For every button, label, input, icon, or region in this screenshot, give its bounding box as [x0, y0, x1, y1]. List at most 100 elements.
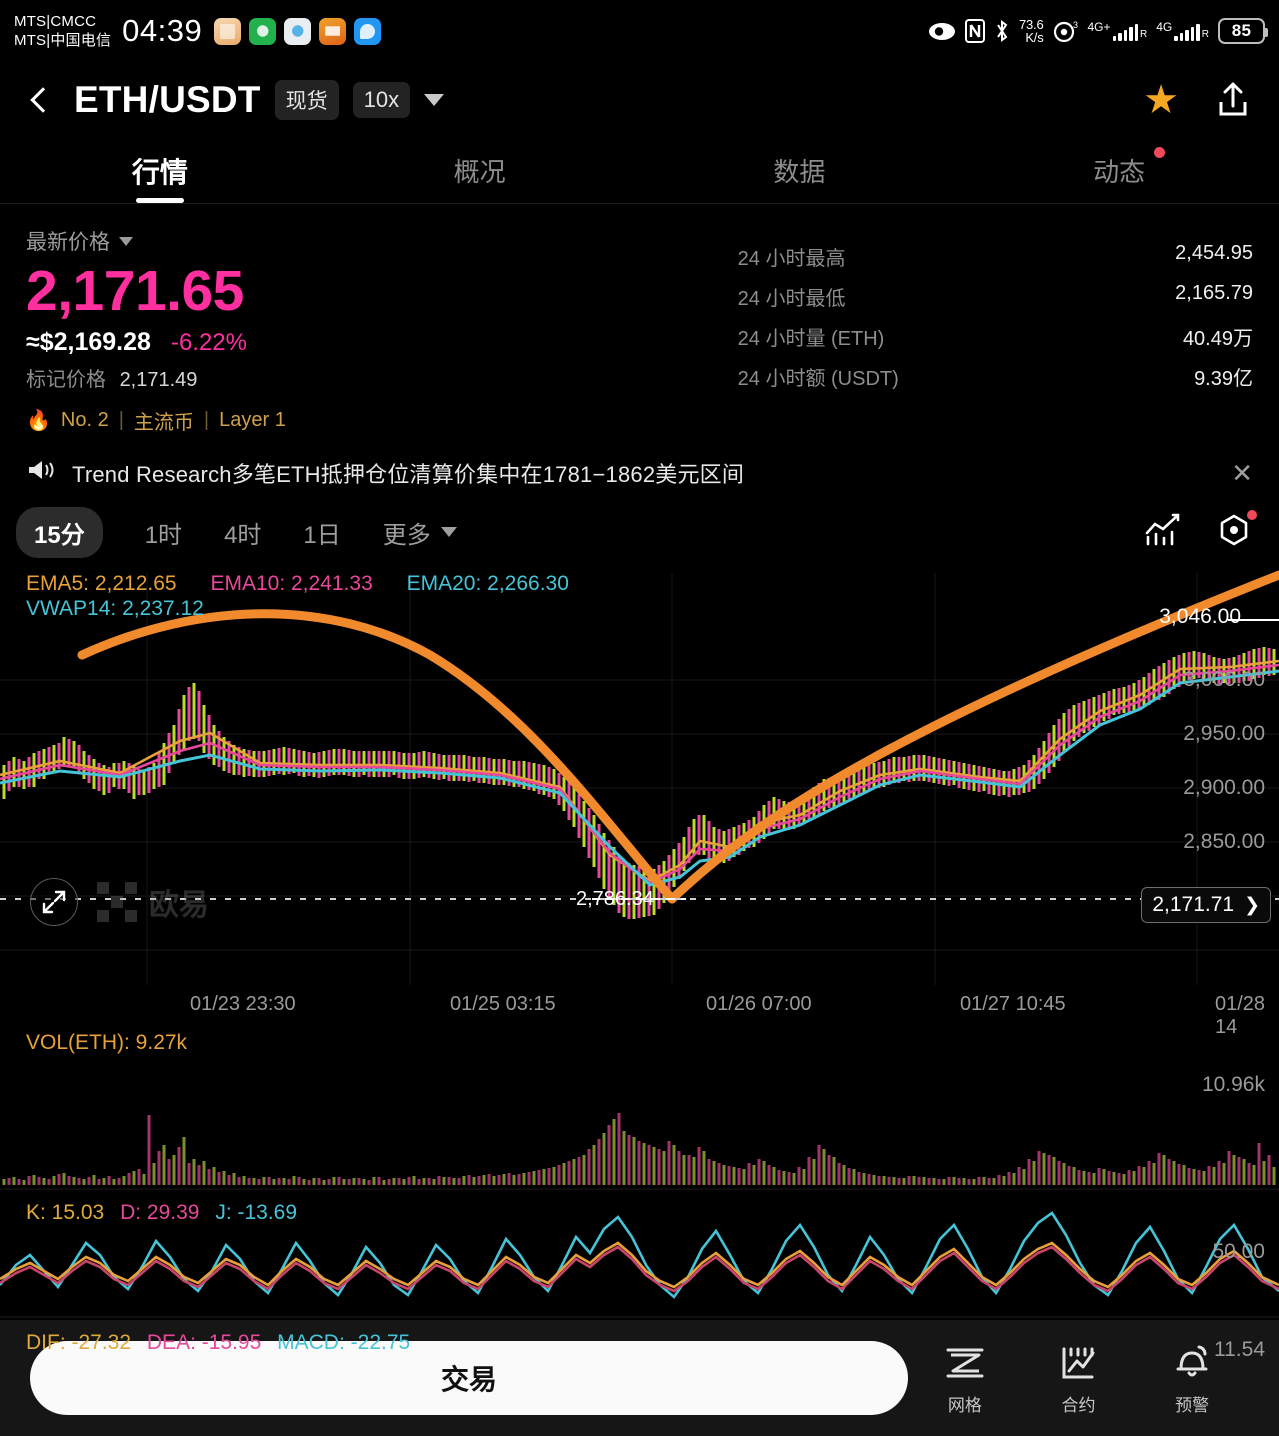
- tab-quotes[interactable]: 行情: [0, 138, 320, 203]
- tab-feed[interactable]: 动态: [959, 138, 1279, 203]
- close-icon[interactable]: ✕: [1231, 457, 1253, 488]
- x-tick-5: 01/28 14: [1215, 993, 1266, 1038]
- grid-bot-label: 网格: [947, 1395, 982, 1415]
- network-speed: 73.6 K/s: [1019, 18, 1044, 44]
- chart-canvas[interactable]: [0, 565, 1279, 1436]
- tag-separator-1: |: [118, 409, 124, 431]
- sim1-network-label: 4G+: [1087, 20, 1111, 34]
- sim1-roaming-label: R: [1140, 29, 1148, 40]
- coin-category-2[interactable]: Layer 1: [219, 409, 286, 431]
- share-icon[interactable]: [1213, 80, 1253, 120]
- tab-overview[interactable]: 概况: [320, 138, 640, 203]
- coin-category-1[interactable]: 主流币: [133, 412, 194, 434]
- kdj-panel-title: K: 15.03 D: 29.39 J: -13.69: [26, 1201, 307, 1225]
- kdj-k-value: K: 15.03: [26, 1201, 105, 1224]
- current-price-badge[interactable]: 2,171.71 ❯: [1141, 887, 1271, 923]
- current-price-value: 2,171.71: [1152, 893, 1235, 916]
- stat-value: 2,165.79: [1175, 282, 1253, 304]
- tab-data[interactable]: 数据: [640, 138, 960, 203]
- interval-1h[interactable]: 1时: [144, 521, 183, 549]
- expand-chart-icon[interactable]: [30, 878, 78, 926]
- volume-panel-title: VOL(ETH): 9.27k: [26, 1031, 188, 1054]
- y-tick-2900: 2,900.00: [1183, 776, 1265, 799]
- macd-dea-value: DEA: -15.95: [146, 1331, 262, 1354]
- chevron-right-icon: ❯: [1244, 894, 1260, 916]
- main-tabs: 行情 概况 数据 动态: [0, 138, 1279, 204]
- macd-max-label: 11.54: [1214, 1338, 1265, 1361]
- kdj-series: [0, 1211, 1279, 1299]
- tab-feed-label: 动态: [1093, 157, 1146, 187]
- notice-banner[interactable]: Trend Research多笔ETH抵押仓位清算价集中在1781−1862美元…: [0, 445, 1279, 501]
- sim2-signal: 4G R: [1156, 21, 1209, 41]
- coin-rank-label[interactable]: No. 2: [60, 409, 109, 431]
- bottom-tools: 网格 合约 预警: [908, 1341, 1249, 1416]
- notice-text: Trend Research多笔ETH抵押仓位清算价集中在1781−1862美元…: [72, 462, 745, 487]
- volume-series: [2, 1113, 1276, 1185]
- sim1-signal: 4G+ R: [1087, 20, 1148, 41]
- grid-bot-button[interactable]: 网格: [942, 1341, 988, 1416]
- fire-icon: 🔥: [26, 410, 51, 432]
- stat-key: 24 小时额 (USDT): [737, 368, 899, 390]
- interval-4h[interactable]: 4时: [224, 521, 262, 549]
- chart-area[interactable]: EMA5: 2,212.65 EMA10: 2,241.33 EMA20: 2,…: [0, 565, 1279, 1436]
- page-title: ETH/USDT: [74, 79, 261, 120]
- interval-1d[interactable]: 1日: [303, 521, 341, 549]
- mail-icon: [319, 17, 347, 45]
- last-price-selector[interactable]: 最新价格: [26, 226, 738, 256]
- usd-price: ≈$2,169.28: [26, 328, 151, 356]
- mark-price-value: 2,171.49: [119, 369, 198, 391]
- tab-overview-label: 概况: [453, 157, 506, 187]
- chart-settings-icon[interactable]: [1215, 509, 1257, 552]
- low-price-label: 2,786.34: [576, 888, 654, 910]
- sim2-network-label: 4G: [1156, 20, 1173, 34]
- alert-bell-icon: [1176, 1345, 1208, 1376]
- star-icon[interactable]: ★: [1143, 78, 1179, 122]
- carrier-label: MTS|CMCC MTS|中国电信: [14, 12, 111, 50]
- stat-value: 2,454.95: [1175, 242, 1253, 264]
- interval-bar: 15分 1时 4时 1日 更多: [0, 501, 1279, 565]
- bottom-bar: 交易 网格 合约 预警: [0, 1320, 1279, 1436]
- mark-price-row: 标记价格 2,171.49: [26, 363, 738, 392]
- notes-icon: [214, 17, 242, 45]
- chevron-down-icon[interactable]: [424, 94, 445, 106]
- price-panel: 最新价格 2,171.65 ≈$2,169.28 -6.22% 标记价格 2,1…: [0, 204, 1279, 435]
- macd-panel-title: DIF: -27.32 DEA: -15.95 MACD: -22.75: [26, 1331, 420, 1355]
- tab-quotes-label: 行情: [131, 156, 188, 188]
- ma-lines: [0, 659, 1279, 887]
- price-sub-row: ≈$2,169.28 -6.22%: [26, 328, 738, 357]
- leverage-tag[interactable]: 10x: [352, 82, 411, 118]
- svg-text:3: 3: [1073, 20, 1078, 30]
- x-tick-1: 01/23 23:30: [190, 993, 296, 1015]
- wechat-icon: [249, 17, 277, 45]
- chevron-down-icon: [119, 236, 133, 246]
- high-price-label: 3,046.00: [1159, 605, 1241, 628]
- stat-row: 24 小时额 (USDT) 9.39亿: [738, 362, 1253, 391]
- alert-button[interactable]: 预警: [1169, 1341, 1215, 1416]
- trade-button[interactable]: 交易: [30, 1341, 908, 1415]
- sim2-bars: [1174, 24, 1200, 41]
- back-chevron-icon[interactable]: [26, 87, 52, 113]
- okx-watermark: 欧易: [95, 880, 209, 924]
- futures-label: 合约: [1061, 1395, 1096, 1415]
- stat-key: 24 小时最低: [737, 288, 846, 310]
- mark-price-label: 标记价格: [26, 369, 106, 391]
- candlestick-series: [2, 647, 1276, 919]
- qq-icon: [284, 17, 312, 45]
- stat-row: 24 小时最低 2,165.79: [738, 282, 1253, 311]
- coin-tag-list: 🔥 No. 2 | 主流币 | Layer 1: [26, 406, 738, 435]
- okx-logo-icon: [97, 882, 137, 922]
- interval-15m[interactable]: 15分: [16, 506, 103, 558]
- stat-row: 24 小时最高 2,454.95: [738, 242, 1253, 271]
- status-bar: MTS|CMCC MTS|中国电信 04:39 73.6 K/s: [0, 0, 1279, 62]
- market-type-tag[interactable]: 现货: [274, 80, 339, 120]
- status-clock: 04:39: [122, 13, 203, 48]
- drawing-annotation: [77, 570, 1279, 904]
- stat-key: 24 小时量 (ETH): [737, 328, 885, 350]
- futures-button[interactable]: 合约: [1055, 1341, 1101, 1416]
- page-header: ETH/USDT 现货 10x ★: [0, 62, 1279, 138]
- indicator-chart-icon[interactable]: [1143, 513, 1181, 552]
- stats-panel: 24 小时最高 2,454.95 24 小时最低 2,165.79 24 小时量…: [738, 226, 1253, 435]
- price-change-percent: -6.22%: [170, 329, 247, 356]
- interval-more[interactable]: 更多: [383, 515, 457, 550]
